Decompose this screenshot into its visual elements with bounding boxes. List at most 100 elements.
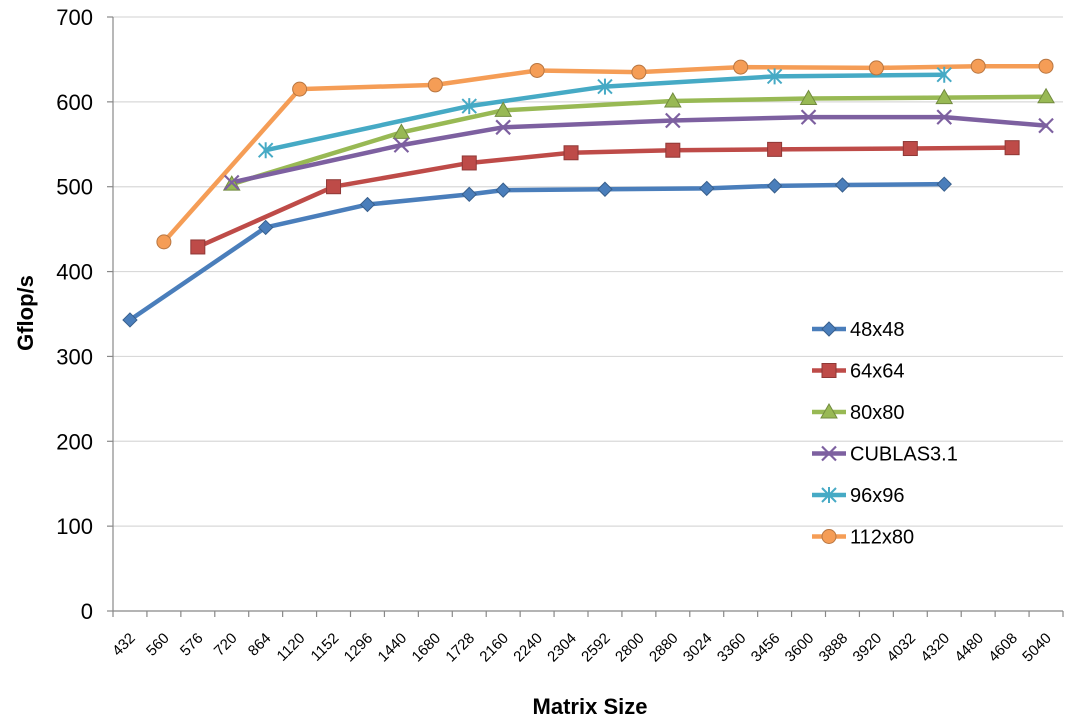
data-point-80x80	[799, 89, 818, 105]
data-point-48x48	[766, 178, 783, 194]
y-axis-title: Gflop/s	[13, 275, 38, 351]
y-tick-label: 0	[81, 599, 93, 624]
legend-label: 48x48	[850, 319, 905, 341]
legend: 48x48 64x64 80x80 CUBLAS3.1 96x96 112x80	[812, 319, 958, 549]
legend-item-64x64: 64x64	[812, 361, 905, 383]
legend-item-96x96: 96x96	[812, 485, 905, 507]
x-tick-label: 4320	[917, 630, 953, 666]
data-point-64x64	[563, 145, 579, 161]
legend-label: 112x80	[850, 527, 914, 549]
data-point-cublas3-1	[495, 119, 511, 136]
data-point-112x80	[733, 59, 749, 75]
series-line-80x80	[229, 94, 1049, 187]
gridlines	[113, 16, 1063, 527]
data-point-cublas3-1	[665, 112, 681, 129]
legend-marker	[821, 529, 837, 544]
legend-item-112x80: 112x80	[812, 527, 914, 549]
legend-item-48x48: 48x48	[812, 319, 905, 341]
x-tick-label: 3360	[714, 630, 750, 666]
x-tick-label: 3456	[748, 630, 784, 666]
x-tick-label: 1120	[274, 630, 309, 665]
data-point-80x80	[392, 123, 411, 139]
data-point-cublas3-1	[393, 137, 410, 153]
legend-label: 80x80	[850, 402, 905, 424]
data-point-48x48	[359, 196, 376, 213]
data-point-96x96	[766, 68, 783, 85]
data-point-64x64	[190, 239, 206, 255]
x-tick-label: 432	[109, 630, 139, 660]
x-tick-label: 4480	[951, 630, 987, 666]
x-axis-title: Matrix Size	[533, 694, 648, 719]
data-point-48x48	[597, 181, 613, 197]
x-tick-label: 3920	[850, 630, 886, 666]
legend-item-cublas3-1: CUBLAS3.1	[812, 444, 958, 466]
data-point-64x64	[902, 141, 918, 157]
data-point-64x64	[665, 142, 681, 158]
data-point-64x64	[767, 141, 783, 157]
data-point-48x48	[461, 186, 477, 203]
data-point-112x80	[529, 62, 545, 78]
x-tick-label: 1728	[442, 630, 478, 666]
x-tick-label: 3024	[680, 630, 716, 666]
series-line-48x48	[127, 181, 947, 323]
data-point-cublas3-1	[936, 109, 953, 125]
x-tick-label: 2240	[510, 630, 546, 666]
data-point-cublas3-1	[1038, 117, 1054, 134]
y-tick-label: 600	[56, 90, 93, 115]
series-markers	[122, 58, 1055, 328]
x-tick-label: 2880	[646, 630, 682, 666]
data-point-64x64	[1004, 140, 1020, 156]
data-point-112x80	[868, 60, 884, 76]
data-point-112x80	[631, 64, 647, 80]
y-tick-label: 400	[56, 260, 93, 285]
data-point-112x80	[427, 77, 443, 93]
x-tick-label: 1680	[409, 630, 445, 666]
x-tick-label: 2160	[476, 630, 512, 666]
y-tick-label: 500	[56, 175, 93, 200]
data-point-96x96	[461, 98, 477, 115]
x-tick-label: 560	[143, 630, 173, 660]
series-line-64x64	[195, 145, 1015, 250]
x-tick-label: 2304	[544, 630, 580, 666]
data-point-80x80	[935, 88, 954, 105]
x-tick-label: 2592	[578, 630, 614, 666]
y-tick-label: 300	[56, 344, 93, 369]
legend-marker	[821, 321, 837, 337]
legend-label: CUBLAS3.1	[850, 444, 958, 466]
data-point-cublas3-1	[223, 174, 240, 191]
x-tick-label: 4032	[884, 630, 920, 666]
data-point-cublas3-1	[800, 109, 817, 125]
data-point-96x96	[257, 142, 274, 159]
x-tick-label: 864	[245, 630, 275, 660]
x-tick-label: 5040	[1019, 630, 1055, 666]
data-point-64x64	[326, 179, 342, 195]
data-point-48x48	[699, 180, 715, 197]
legend-marker	[821, 487, 837, 503]
data-point-80x80	[1037, 87, 1055, 104]
x-tick-label: 2800	[612, 630, 648, 666]
legend-marker	[821, 363, 837, 378]
data-point-48x48	[257, 219, 274, 236]
y-tick-label: 700	[56, 5, 93, 30]
x-tick-label: 576	[177, 630, 207, 660]
data-point-48x48	[936, 176, 952, 192]
legend-marker	[821, 445, 837, 462]
y-tick-label: 100	[56, 514, 93, 539]
data-point-112x80	[970, 58, 986, 74]
data-point-112x80	[1038, 58, 1054, 74]
x-tick-label: 3600	[782, 630, 818, 666]
y-tick-label: 200	[56, 429, 93, 454]
data-point-80x80	[663, 92, 682, 108]
data-point-112x80	[156, 234, 172, 250]
x-tick-label: 1296	[341, 630, 377, 666]
x-tick-label: 1152	[308, 630, 343, 665]
x-tick-label: 4608	[985, 630, 1021, 666]
legend-item-80x80: 80x80	[812, 402, 905, 424]
data-point-64x64	[461, 155, 477, 171]
data-point-96x96	[597, 78, 613, 95]
legend-label: 96x96	[850, 485, 905, 507]
data-point-112x80	[292, 81, 308, 97]
